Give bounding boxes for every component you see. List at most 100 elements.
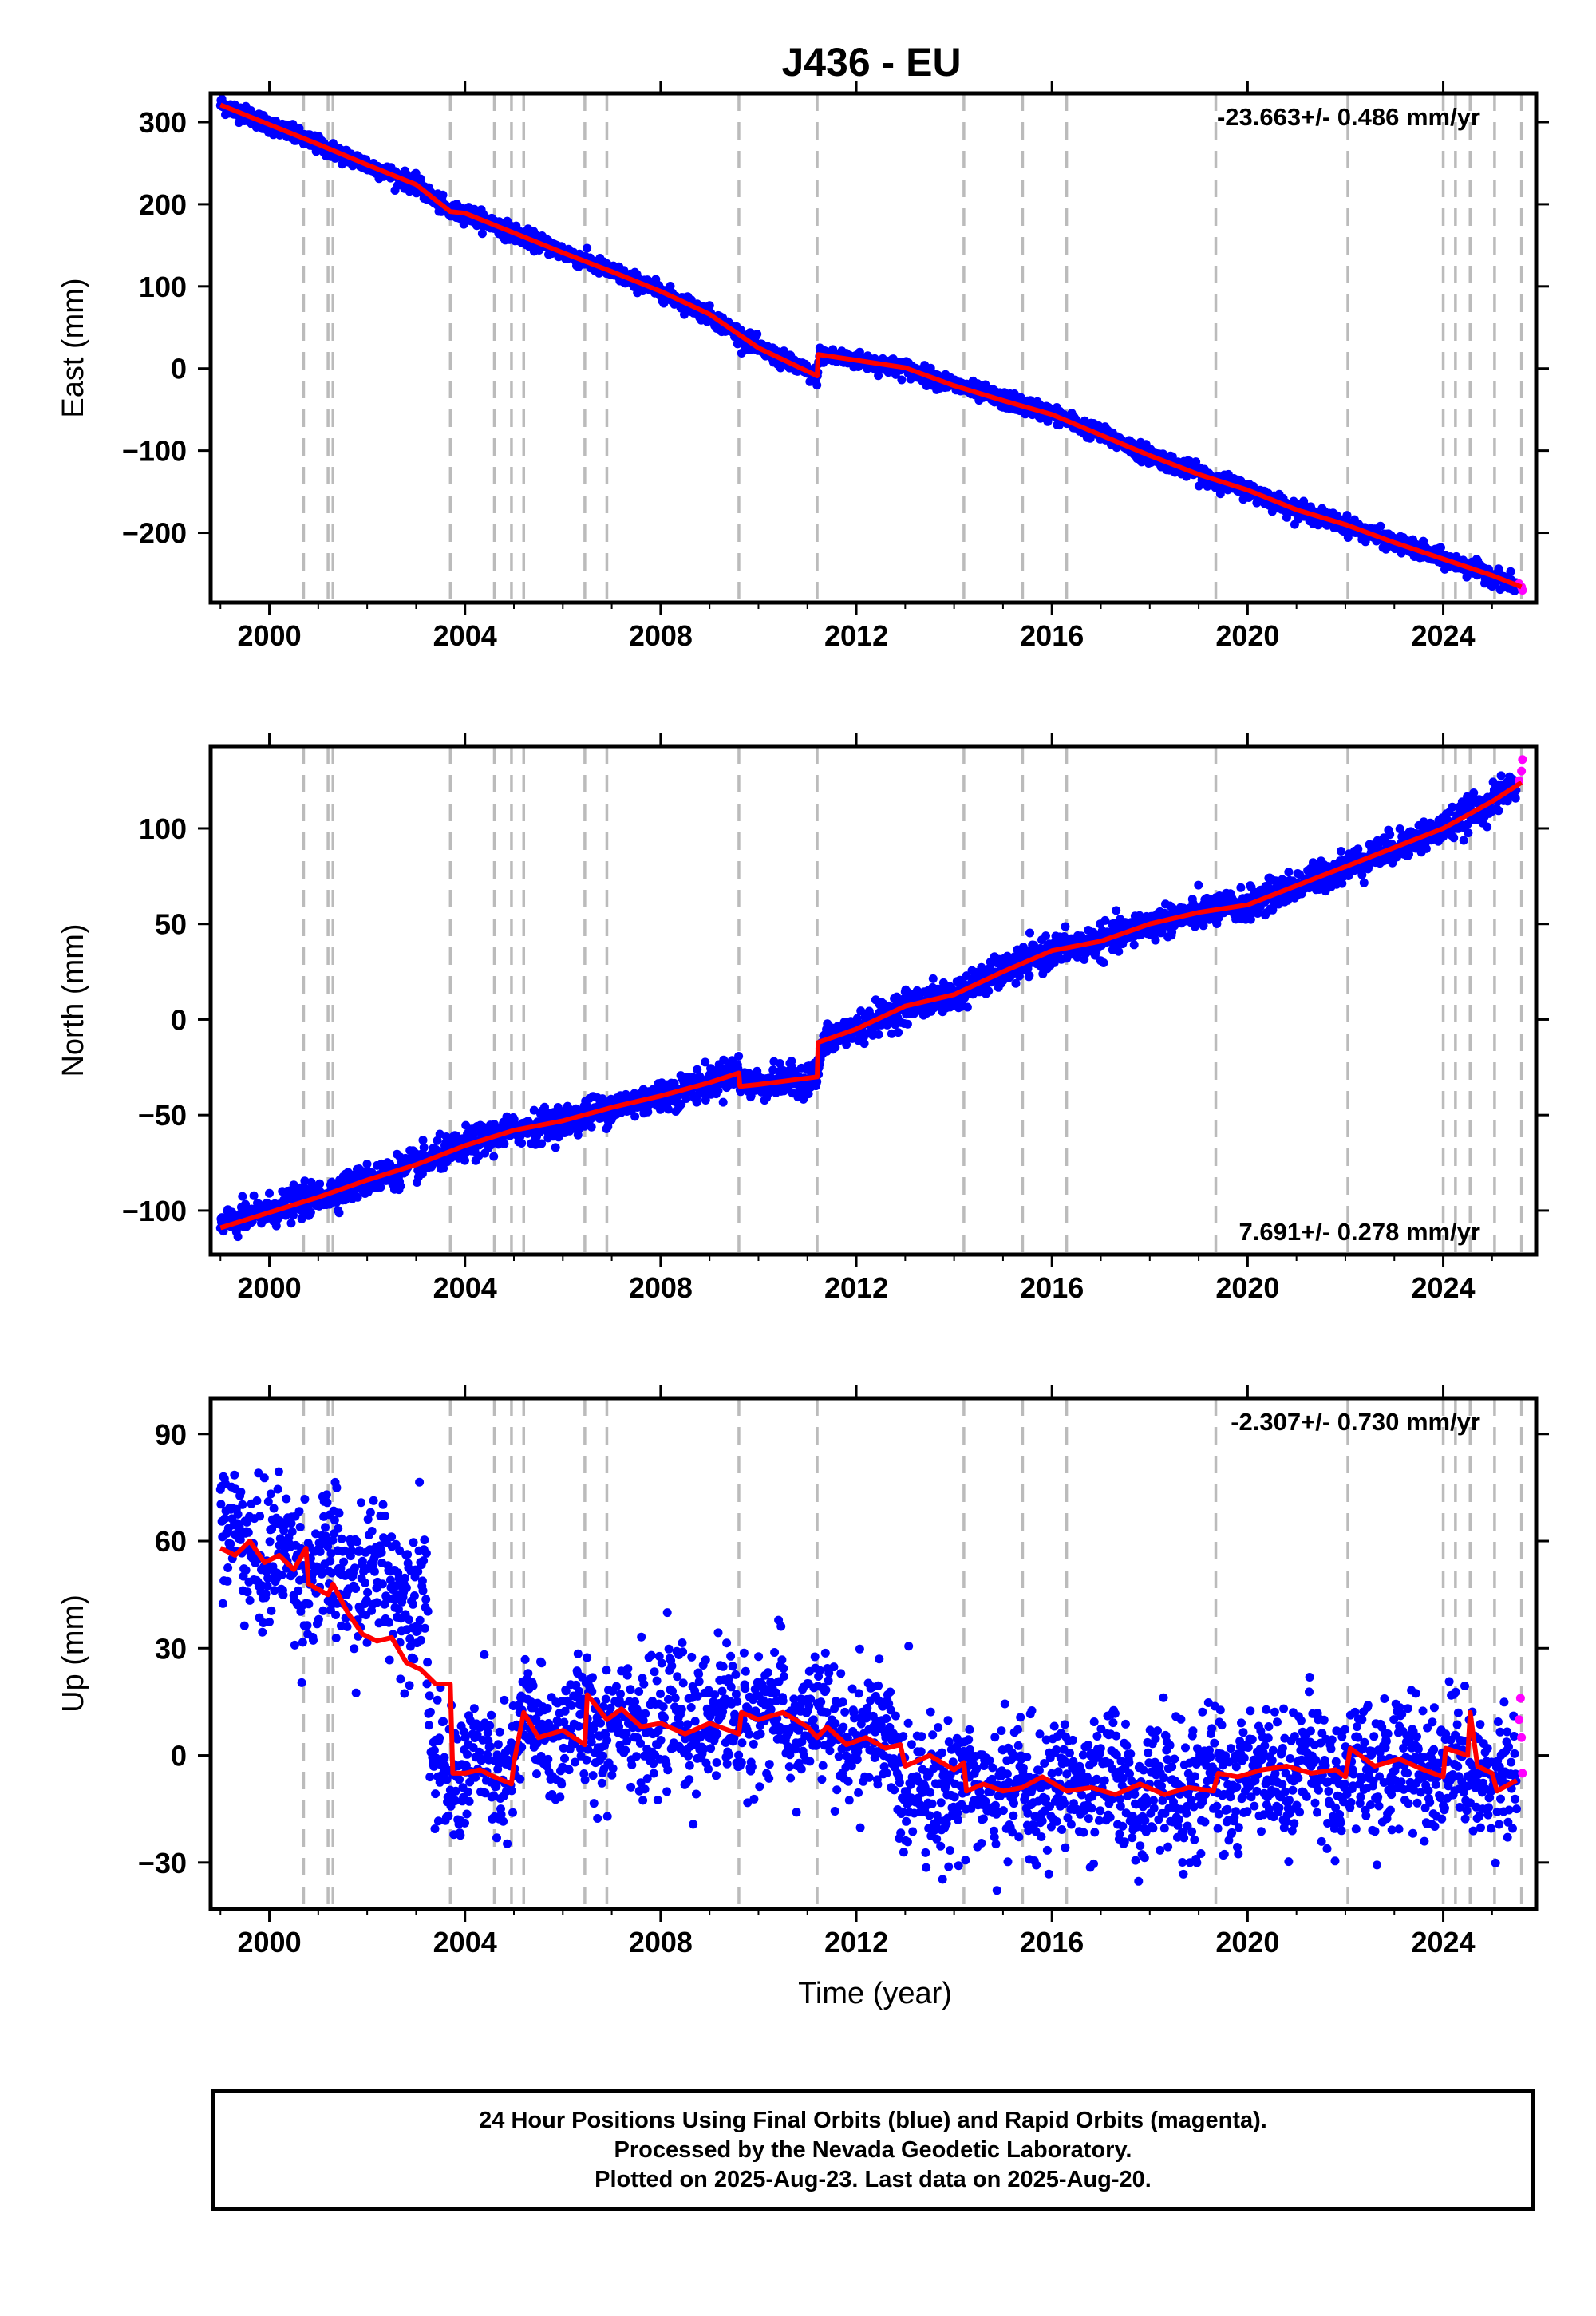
north-final-point	[249, 1191, 259, 1200]
north-final-point	[733, 1064, 743, 1073]
north-final-point	[1011, 978, 1021, 988]
north-final-point	[286, 1219, 296, 1228]
north-final-point	[775, 1059, 784, 1068]
north-final-point	[1025, 970, 1034, 980]
panel-north: 2000 2004 2008 2012 2016 2020 2024−100−5005010…	[57, 733, 1549, 1304]
north-final-point	[500, 1139, 509, 1148]
east-x-tick-label: 2012	[824, 619, 888, 652]
north-final-point	[643, 1107, 653, 1117]
north-final-point	[537, 1139, 547, 1148]
north-final-point	[238, 1192, 247, 1201]
east-axes-frame	[208, 91, 1539, 605]
north-final-point	[630, 1112, 640, 1121]
north-final-point	[1100, 915, 1110, 925]
north-final-point	[928, 974, 938, 983]
north-final-point	[468, 1129, 478, 1139]
north-final-point	[1151, 935, 1160, 945]
east-final-point	[812, 381, 822, 390]
north-final-point	[874, 1030, 883, 1039]
north-final-point	[460, 1156, 469, 1165]
north-final-point	[529, 1105, 539, 1115]
east-y-axis-label: East (mm)	[57, 278, 90, 417]
north-final-point	[962, 1002, 972, 1012]
north-final-point	[376, 1183, 385, 1192]
east-final-point	[438, 190, 448, 200]
north-final-point	[396, 1181, 405, 1191]
east-final-point	[1506, 567, 1515, 576]
north-final-point	[1114, 947, 1124, 956]
east-final-point	[659, 298, 669, 308]
east-y-tick-label: 300	[139, 106, 187, 139]
north-final-point	[1129, 940, 1139, 950]
east-plot-area	[215, 93, 1527, 603]
north-final-point	[1099, 958, 1108, 967]
north-final-point	[362, 1160, 372, 1168]
east-y-tick-label: 200	[139, 188, 187, 221]
north-final-point	[551, 1143, 560, 1152]
north-final-point	[1014, 971, 1024, 981]
north-final-point	[1060, 932, 1069, 941]
north-final-point	[1041, 931, 1050, 941]
north-final-point	[439, 1164, 448, 1173]
north-final-point	[903, 1019, 912, 1029]
north-final-point	[334, 1208, 344, 1218]
east-y-tick-label: 0	[171, 353, 187, 385]
north-final-point	[435, 1129, 444, 1139]
east-final-point	[459, 219, 468, 229]
east-x-tick-label: 2016	[1020, 619, 1084, 652]
north-final-point	[1337, 847, 1345, 856]
north-final-point	[271, 1221, 281, 1231]
east-y-tick-label: −100	[122, 435, 187, 468]
north-final-point	[859, 1039, 869, 1049]
north-final-point	[1112, 906, 1121, 915]
north-final-point	[664, 1105, 673, 1114]
east-model-line	[219, 102, 1523, 590]
north-final-point	[1246, 915, 1255, 924]
east-final-point	[1342, 511, 1352, 520]
north-final-point	[587, 1122, 596, 1132]
north-final-point	[418, 1136, 428, 1145]
north-final-point	[977, 962, 986, 972]
north-final-point	[719, 1055, 729, 1065]
east-final-point	[294, 124, 304, 133]
north-final-point	[297, 1214, 306, 1223]
north-final-point	[315, 1179, 325, 1188]
east-final-point	[329, 139, 338, 148]
east-final-point	[583, 243, 592, 253]
north-final-point	[265, 1188, 274, 1198]
north-final-point	[417, 1169, 427, 1179]
north-final-point	[1284, 868, 1294, 877]
north-final-point	[1194, 880, 1203, 890]
north-final-point	[289, 1211, 298, 1220]
east-final-point	[897, 375, 907, 385]
north-final-point	[353, 1192, 362, 1202]
chart-title: J436 - EU	[781, 40, 961, 85]
panel-east: 2000 2004 2008 2012 2016 2020 2024−200−1000100…	[57, 81, 1549, 652]
north-final-point	[1157, 927, 1167, 937]
north-final-point	[701, 1096, 710, 1105]
north-final-point	[692, 1097, 701, 1107]
east-x-tick-label: 2004	[433, 619, 497, 652]
north-final-point	[734, 1052, 744, 1061]
north-final-point	[984, 986, 994, 996]
east-final-point	[855, 347, 864, 357]
north-final-point	[1025, 928, 1034, 938]
east-final-point	[1436, 543, 1445, 552]
north-final-point	[1199, 921, 1208, 931]
east-final-point	[666, 282, 675, 290]
north-final-point	[1337, 879, 1347, 888]
north-final-point	[517, 1139, 527, 1148]
north-final-point	[894, 1028, 903, 1037]
north-final-point	[306, 1207, 315, 1217]
north-final-point	[489, 1152, 499, 1161]
north-final-point	[718, 1097, 728, 1107]
north-final-point	[713, 1086, 723, 1095]
east-final-point	[477, 229, 487, 239]
north-final-point	[419, 1143, 429, 1152]
east-final-point	[1376, 521, 1385, 531]
north-final-point	[681, 1094, 691, 1103]
north-final-point	[233, 1232, 243, 1242]
north-final-point	[693, 1065, 702, 1074]
east-x-tick-label: 2000	[238, 619, 302, 652]
